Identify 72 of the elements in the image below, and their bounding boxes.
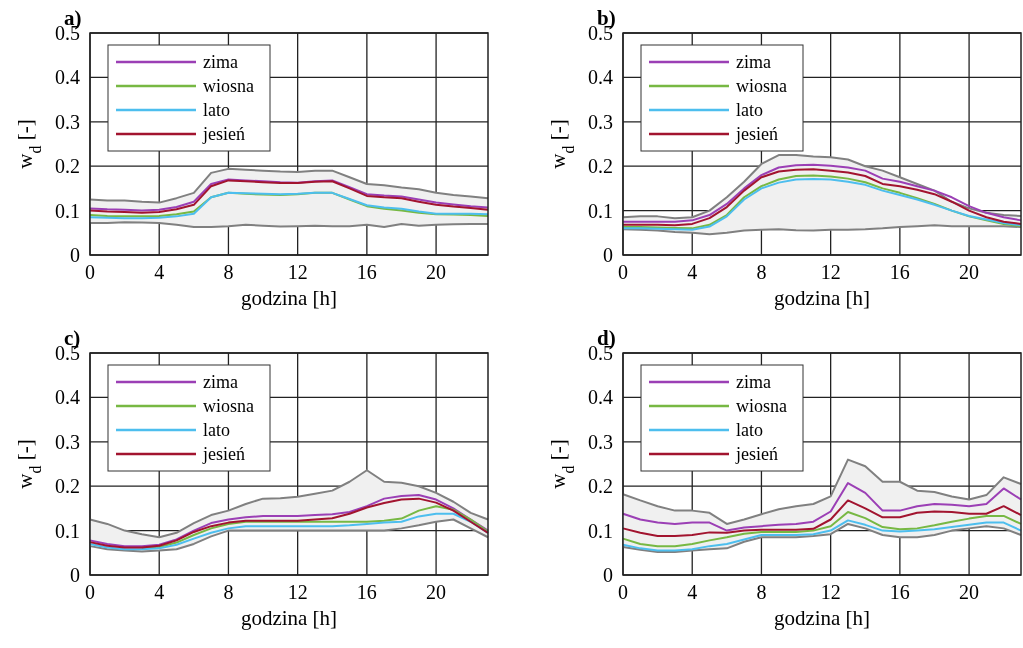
legend-label: jesień — [735, 124, 778, 144]
x-axis-title: godzina [h] — [240, 606, 338, 630]
y-tick-label: 0.2 — [588, 475, 613, 498]
line-series — [89, 469, 489, 539]
y-tick-label: 0 — [603, 244, 613, 266]
x-tick-label: 4 — [154, 261, 165, 283]
x-tick-label: 8 — [756, 581, 767, 603]
x-tick-label: 0 — [85, 581, 95, 603]
legend-label: zima — [203, 52, 238, 72]
x-tick-label: 4 — [687, 261, 698, 283]
x-tick-label: 0 — [618, 261, 628, 283]
y-tick-label: 0.3 — [55, 110, 80, 133]
x-tick-label: 12 — [820, 581, 841, 603]
y-tick-label: 0.2 — [55, 475, 80, 498]
line-series — [622, 154, 1022, 220]
x-tick-label: 20 — [959, 581, 980, 603]
line-series — [622, 499, 1022, 537]
y-tick-label: 0 — [70, 564, 80, 586]
legend-label: zima — [203, 372, 238, 392]
legend-label: jesień — [735, 444, 778, 464]
legend-label: zima — [736, 372, 771, 392]
y-tick-label: 0.4 — [588, 66, 613, 89]
x-tick-label: 16 — [889, 581, 910, 603]
legend-label: wiosna — [203, 396, 254, 416]
x-tick-label: 20 — [426, 581, 447, 603]
x-tick-label: 20 — [959, 261, 980, 283]
x-tick-label: 0 — [618, 581, 628, 603]
legend-label: jesień — [202, 124, 245, 144]
y-tick-label: 0.1 — [588, 199, 613, 222]
x-tick-label: 16 — [889, 261, 910, 283]
x-tick-label: 8 — [223, 261, 234, 283]
y-tick-label: 0.3 — [55, 430, 80, 453]
y-tick-label: 0.2 — [55, 155, 80, 178]
x-tick-label: 4 — [687, 581, 698, 603]
legend-label: wiosna — [736, 76, 787, 96]
y-tick-label: 0.4 — [55, 66, 80, 89]
y-tick-label: 0 — [70, 244, 80, 266]
x-tick-label: 12 — [287, 581, 308, 603]
legend-label: zima — [736, 52, 771, 72]
x-axis-title: godzina [h] — [773, 286, 871, 310]
y-tick-label: 0.4 — [55, 386, 80, 409]
legend-label: lato — [203, 420, 230, 440]
x-tick-label: 12 — [820, 261, 841, 283]
y-tick-label: 0 — [603, 564, 613, 586]
legend-label: wiosna — [736, 396, 787, 416]
line-series — [89, 518, 489, 553]
legend-label: lato — [203, 100, 230, 120]
y-tick-label: 0.1 — [588, 519, 613, 542]
line-series — [622, 224, 1022, 236]
legend-label: lato — [736, 420, 763, 440]
y-tick-label: 0.4 — [588, 386, 613, 409]
x-tick-label: 16 — [356, 581, 377, 603]
x-tick-label: 4 — [154, 581, 165, 603]
legend-label: lato — [736, 100, 763, 120]
x-tick-label: 0 — [85, 261, 95, 283]
line-series — [622, 482, 1022, 532]
x-tick-label: 20 — [426, 261, 447, 283]
line-series — [89, 167, 489, 204]
x-tick-label: 16 — [356, 261, 377, 283]
y-tick-label: 0.3 — [588, 430, 613, 453]
y-tick-label: 0.1 — [55, 199, 80, 222]
x-axis-title: godzina [h] — [773, 606, 871, 630]
y-tick-label: 0.1 — [55, 519, 80, 542]
line-series — [622, 510, 1022, 548]
x-axis-title: godzina [h] — [240, 286, 338, 310]
x-tick-label: 8 — [756, 261, 767, 283]
x-tick-label: 8 — [223, 581, 234, 603]
x-tick-label: 12 — [287, 261, 308, 283]
legend-label: jesień — [202, 444, 245, 464]
y-tick-label: 0.2 — [588, 155, 613, 178]
y-tick-label: 0.3 — [588, 110, 613, 133]
legend-label: wiosna — [203, 76, 254, 96]
